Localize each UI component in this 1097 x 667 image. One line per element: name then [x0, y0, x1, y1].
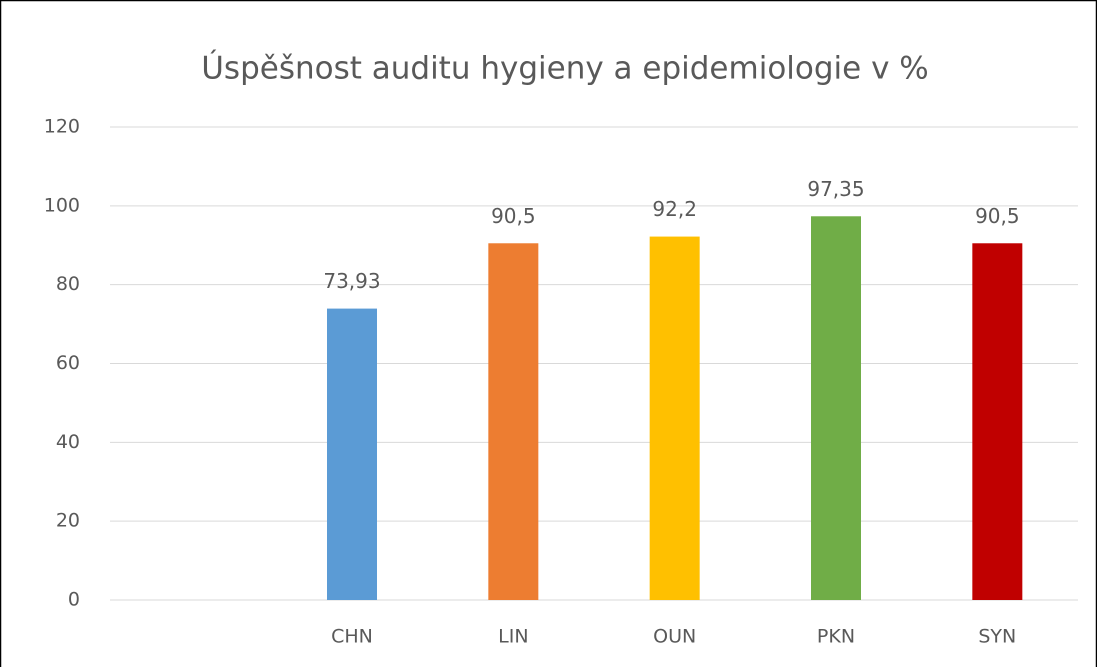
x-tick-label: SYN: [978, 626, 1016, 648]
bar: [649, 236, 700, 600]
y-tick-label: 20: [56, 510, 80, 532]
data-label: 90,5: [491, 204, 536, 228]
y-tick-label: 100: [44, 194, 80, 216]
x-tick-label: LIN: [498, 626, 528, 648]
x-tick-label: PKN: [817, 626, 855, 648]
data-label: 73,93: [323, 269, 380, 293]
data-label: 92,2: [652, 197, 697, 221]
y-tick-label: 60: [56, 352, 80, 374]
bar: [488, 243, 539, 600]
x-tick-label: OUN: [653, 626, 696, 648]
y-tick-label: 120: [44, 116, 80, 138]
data-label: 97,35: [807, 177, 864, 201]
chart-title: Úspěšnost auditu hygieny a epidemiologie…: [201, 50, 929, 87]
y-tick-label: 0: [68, 589, 80, 611]
data-label: 90,5: [975, 204, 1020, 228]
x-tick-label: CHN: [331, 626, 373, 648]
bar: [327, 308, 377, 600]
bar: [811, 216, 861, 600]
y-tick-label: 40: [56, 431, 80, 453]
y-tick-label: 80: [56, 273, 80, 295]
bar: [972, 243, 1023, 600]
